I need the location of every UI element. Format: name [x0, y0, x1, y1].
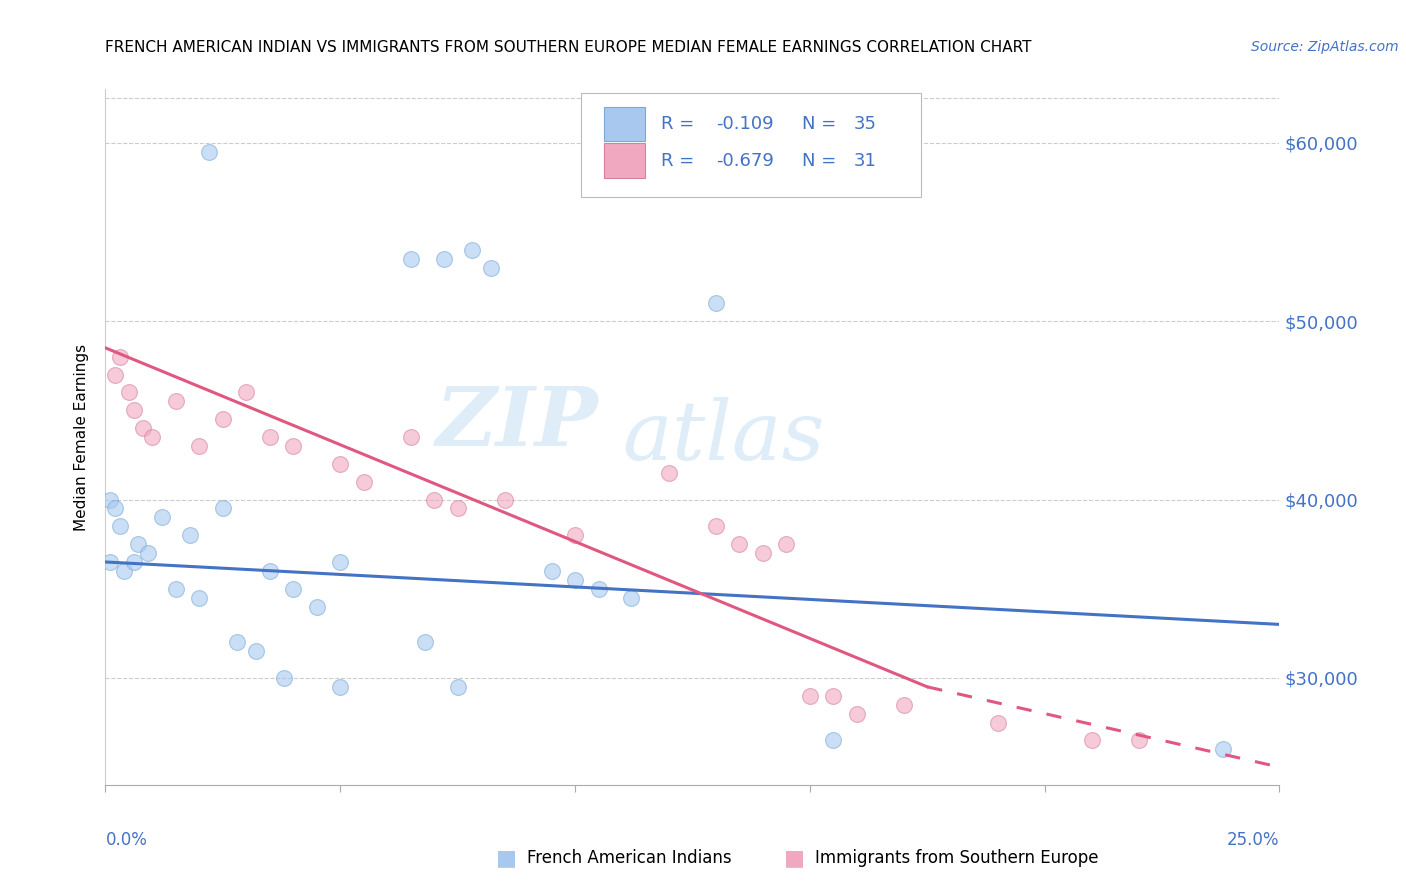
Point — [704, 296, 727, 310]
Point — [132, 421, 155, 435]
Point — [141, 430, 163, 444]
Text: 25.0%: 25.0% — [1227, 831, 1279, 849]
Point — [165, 582, 187, 596]
Point — [127, 537, 149, 551]
Point — [188, 591, 211, 605]
Point — [305, 599, 328, 614]
Text: -0.109: -0.109 — [716, 115, 773, 133]
Point — [479, 260, 502, 275]
Point — [136, 546, 159, 560]
Text: 31: 31 — [853, 152, 876, 169]
Point — [112, 564, 135, 578]
Point — [540, 564, 562, 578]
Point — [329, 457, 352, 471]
Point — [283, 582, 305, 596]
Point — [588, 582, 610, 596]
Point — [658, 466, 681, 480]
Point — [432, 252, 454, 266]
Point — [399, 430, 422, 444]
Point — [211, 412, 233, 426]
Point — [564, 528, 586, 542]
Point — [461, 243, 484, 257]
Text: ■: ■ — [496, 848, 516, 868]
Point — [273, 671, 295, 685]
Point — [447, 680, 470, 694]
Point — [122, 403, 145, 417]
Point — [893, 698, 915, 712]
Text: Source: ZipAtlas.com: Source: ZipAtlas.com — [1251, 40, 1399, 54]
Y-axis label: Median Female Earnings: Median Female Earnings — [75, 343, 90, 531]
Point — [104, 368, 127, 382]
Text: 35: 35 — [853, 115, 876, 133]
Point — [494, 492, 516, 507]
Point — [728, 537, 751, 551]
Point — [447, 501, 470, 516]
Point — [197, 145, 219, 159]
Point — [845, 706, 868, 721]
Point — [1212, 742, 1234, 756]
Point — [108, 519, 131, 533]
Text: N =: N = — [801, 152, 842, 169]
Point — [987, 715, 1010, 730]
FancyBboxPatch shape — [581, 93, 921, 197]
Text: ZIP: ZIP — [436, 384, 599, 463]
Point — [235, 385, 257, 400]
Point — [259, 564, 281, 578]
Point — [118, 385, 141, 400]
Point — [108, 350, 131, 364]
Point — [704, 519, 727, 533]
Text: Immigrants from Southern Europe: Immigrants from Southern Europe — [815, 849, 1099, 867]
Text: FRENCH AMERICAN INDIAN VS IMMIGRANTS FROM SOUTHERN EUROPE MEDIAN FEMALE EARNINGS: FRENCH AMERICAN INDIAN VS IMMIGRANTS FRO… — [105, 40, 1032, 55]
Point — [823, 733, 845, 747]
Point — [122, 555, 145, 569]
Point — [564, 573, 586, 587]
Point — [188, 439, 211, 453]
Point — [245, 644, 267, 658]
Text: R =: R = — [661, 152, 700, 169]
Text: R =: R = — [661, 115, 700, 133]
Point — [752, 546, 775, 560]
Text: N =: N = — [801, 115, 842, 133]
Point — [98, 492, 121, 507]
Point — [353, 475, 375, 489]
Point — [259, 430, 281, 444]
Text: French American Indians: French American Indians — [527, 849, 733, 867]
Point — [399, 252, 422, 266]
Text: -0.679: -0.679 — [716, 152, 773, 169]
FancyBboxPatch shape — [605, 144, 645, 178]
Point — [98, 555, 121, 569]
Text: ■: ■ — [785, 848, 804, 868]
Text: 0.0%: 0.0% — [105, 831, 148, 849]
Point — [211, 501, 233, 516]
Point — [799, 689, 821, 703]
Point — [329, 680, 352, 694]
Point — [1128, 733, 1150, 747]
Point — [775, 537, 797, 551]
Point — [165, 394, 187, 409]
Point — [1080, 733, 1102, 747]
Point — [150, 510, 173, 524]
Point — [620, 591, 643, 605]
Text: atlas: atlas — [621, 397, 824, 477]
Point — [104, 501, 127, 516]
Point — [179, 528, 201, 542]
Point — [329, 555, 352, 569]
Point — [283, 439, 305, 453]
FancyBboxPatch shape — [605, 106, 645, 141]
Point — [423, 492, 446, 507]
Point — [823, 689, 845, 703]
Point — [413, 635, 436, 649]
Point — [226, 635, 249, 649]
